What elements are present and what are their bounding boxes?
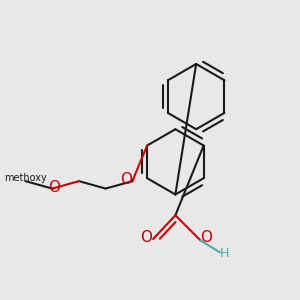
Text: O: O — [200, 230, 212, 245]
Text: O: O — [120, 172, 132, 187]
Text: methoxy: methoxy — [4, 173, 47, 183]
Text: H: H — [220, 247, 229, 260]
Text: O: O — [48, 180, 60, 195]
Text: O: O — [140, 230, 152, 245]
